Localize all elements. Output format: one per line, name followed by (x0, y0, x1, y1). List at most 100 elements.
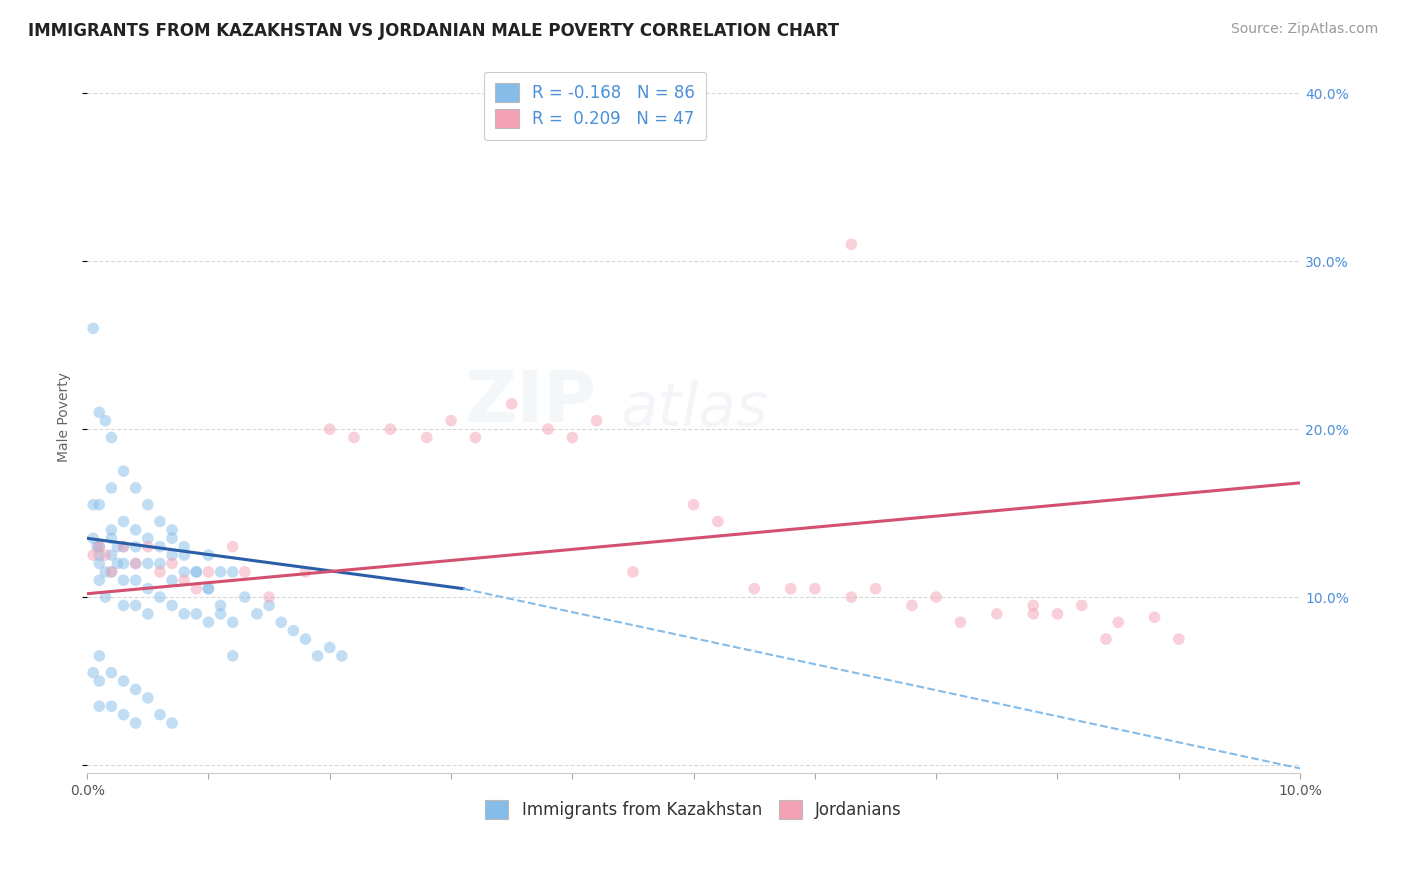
Point (257, 590, 280, 604)
Text: IMMIGRANTS FROM KAZAKHSTAN VS JORDANIAN MALE POVERTY CORRELATION CHART: IMMIGRANTS FROM KAZAKHSTAN VS JORDANIAN … (28, 22, 839, 40)
Point (186, 607, 208, 621)
Point (149, 590, 172, 604)
Point (100, 548, 122, 562)
Point (136, 540, 159, 554)
Point (585, 414, 607, 428)
Point (112, 557, 135, 571)
Point (160, 716, 183, 731)
Point (160, 599, 183, 613)
Point (100, 531, 122, 545)
Point (330, 648, 353, 663)
Point (949, 615, 972, 630)
Point (112, 515, 135, 529)
Point (233, 590, 256, 604)
Point (197, 548, 219, 562)
Point (319, 422, 342, 436)
Point (1107, 615, 1129, 630)
Point (319, 640, 342, 655)
Point (149, 515, 172, 529)
Text: Source: ZipAtlas.com: Source: ZipAtlas.com (1230, 22, 1378, 37)
Point (94, 565, 117, 579)
Point (136, 531, 159, 545)
Point (94, 414, 117, 428)
Point (124, 557, 146, 571)
Point (742, 582, 765, 596)
Point (94, 548, 117, 562)
Point (89, 548, 111, 562)
Point (100, 481, 122, 495)
Point (1143, 610, 1166, 624)
Point (149, 707, 172, 722)
Legend: Immigrants from Kazakhstan, Jordanians: Immigrants from Kazakhstan, Jordanians (478, 793, 908, 826)
Point (89, 699, 111, 714)
Point (89, 498, 111, 512)
Point (380, 422, 402, 436)
Point (89, 540, 111, 554)
Point (839, 590, 862, 604)
Point (804, 582, 827, 596)
Point (160, 531, 183, 545)
Point (107, 540, 129, 554)
Point (160, 574, 183, 588)
Point (621, 565, 644, 579)
Point (160, 548, 183, 562)
Point (1022, 599, 1045, 613)
Point (173, 607, 195, 621)
Point (283, 624, 305, 638)
Point (136, 582, 159, 596)
Point (343, 430, 366, 444)
Point (124, 540, 146, 554)
Point (209, 607, 232, 621)
Point (100, 699, 122, 714)
Point (186, 565, 208, 579)
Point (222, 540, 245, 554)
Point (100, 565, 122, 579)
Point (82, 665, 104, 680)
Point (307, 648, 329, 663)
Point (197, 565, 219, 579)
Point (294, 632, 316, 646)
Point (82, 531, 104, 545)
Point (257, 599, 280, 613)
Point (209, 599, 232, 613)
Text: atlas: atlas (621, 380, 769, 439)
Point (1095, 632, 1118, 646)
Point (82, 548, 104, 562)
Point (197, 582, 219, 596)
Point (100, 523, 122, 537)
Point (112, 464, 135, 478)
Point (537, 422, 560, 436)
Point (222, 615, 245, 630)
Point (82, 498, 104, 512)
Point (112, 540, 135, 554)
Point (246, 607, 269, 621)
Point (149, 557, 172, 571)
Point (222, 565, 245, 579)
Point (89, 674, 111, 689)
Point (124, 557, 146, 571)
Point (270, 615, 292, 630)
Point (416, 430, 439, 444)
Point (209, 565, 232, 579)
Point (294, 565, 316, 579)
Point (89, 648, 111, 663)
Point (233, 565, 256, 579)
Point (561, 430, 583, 444)
Point (124, 523, 146, 537)
Point (173, 540, 195, 554)
Point (112, 599, 135, 613)
Point (107, 557, 129, 571)
Point (173, 548, 195, 562)
Point (86, 540, 108, 554)
Point (100, 665, 122, 680)
Point (1070, 599, 1092, 613)
Point (136, 498, 159, 512)
Point (112, 540, 135, 554)
Point (986, 607, 1008, 621)
Point (707, 515, 730, 529)
Point (89, 557, 111, 571)
Point (464, 430, 486, 444)
Point (440, 414, 463, 428)
Point (173, 574, 195, 588)
Point (82, 321, 104, 335)
